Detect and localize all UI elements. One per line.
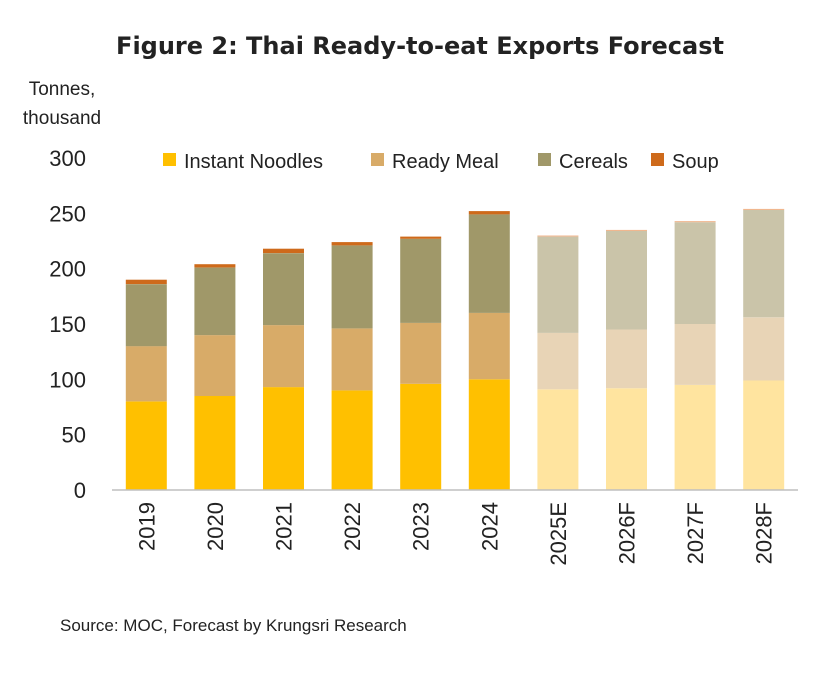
bar-soup-2021 xyxy=(263,248,304,254)
legend-swatch-ready-meal xyxy=(371,153,384,166)
x-tick-label-2025e: 2025E xyxy=(546,502,571,566)
bar-cereals-2023 xyxy=(400,238,442,323)
x-tick-label-2021: 2021 xyxy=(272,502,297,551)
legend-label-soup: Soup xyxy=(672,151,719,173)
legend-swatch-instant-noodles xyxy=(163,153,176,166)
bar-soup-2028f xyxy=(743,208,785,210)
bar-instant-noodles-2023 xyxy=(400,383,442,490)
x-axis-ticks: 2019 2020 2021 2022 2023 2024 2025E 2026F 2027F 2… xyxy=(134,502,776,566)
bar-soup-2025e xyxy=(537,235,579,237)
bar-soup-2023 xyxy=(400,236,442,239)
y-tick-label: 250 xyxy=(49,201,86,226)
legend-label-cereals: Cereals xyxy=(559,151,628,173)
bar-ready-meal-2019 xyxy=(125,346,167,402)
y-tick-label: 150 xyxy=(49,312,86,337)
bar-ready-meal-2026f xyxy=(606,329,647,389)
chart-title: Figure 2: Thai Ready-to-eat Exports Fore… xyxy=(116,32,724,60)
bar-soup-2020 xyxy=(194,264,236,268)
plot-area xyxy=(125,208,785,490)
bar-ready-meal-2022 xyxy=(331,328,373,391)
x-tick-label-2024: 2024 xyxy=(477,502,502,551)
source-note: Source: MOC, Forecast by Krungsri Resear… xyxy=(60,616,407,635)
x-tick-label-2022: 2022 xyxy=(340,502,365,551)
bar-instant-noodles-2028f xyxy=(743,380,785,490)
bar-cereals-2020 xyxy=(194,267,236,336)
y-tick-label: 50 xyxy=(62,423,86,448)
legend-swatch-cereals xyxy=(538,153,551,166)
y-tick-label: 300 xyxy=(49,146,86,171)
bar-instant-noodles-2020 xyxy=(194,395,236,490)
bar-cereals-2021 xyxy=(263,253,304,326)
y-tick-label: 0 xyxy=(74,478,86,503)
x-tick-label-2026f: 2026F xyxy=(615,502,640,564)
y-axis-label-line-2: thousand xyxy=(23,108,101,129)
bar-cereals-2024 xyxy=(468,214,510,313)
bar-instant-noodles-2027f xyxy=(674,384,716,490)
bar-ready-meal-2023 xyxy=(400,322,442,384)
bar-cereals-2022 xyxy=(331,245,373,329)
bar-ready-meal-2028f xyxy=(743,317,785,381)
bar-instant-noodles-2022 xyxy=(331,390,373,490)
bar-cereals-2028f xyxy=(743,210,785,318)
y-tick-label: 200 xyxy=(49,257,86,282)
y-tick-label: 100 xyxy=(49,367,86,392)
y-axis-label-line-1: Tonnes, xyxy=(29,79,96,100)
legend: Instant Noodles Ready Meal Cereals Soup xyxy=(163,151,719,173)
y-axis-ticks: 0 50 100 150 200 250 300 xyxy=(49,146,86,503)
bar-cereals-2026f xyxy=(606,231,647,330)
bar-ready-meal-2025e xyxy=(537,332,579,390)
bar-soup-2019 xyxy=(125,279,167,285)
bar-soup-2022 xyxy=(331,242,373,246)
legend-label-instant-noodles: Instant Noodles xyxy=(184,151,323,173)
bar-instant-noodles-2019 xyxy=(125,401,167,490)
bar-instant-noodles-2024 xyxy=(468,379,510,490)
bar-cereals-2025e xyxy=(537,236,579,333)
bar-cereals-2027f xyxy=(674,222,716,324)
x-tick-label-2028f: 2028F xyxy=(752,502,777,564)
x-tick-label-2023: 2023 xyxy=(409,502,434,551)
bar-ready-meal-2027f xyxy=(674,324,716,385)
bar-cereals-2019 xyxy=(125,284,167,347)
bar-ready-meal-2024 xyxy=(468,312,510,380)
legend-label-ready-meal: Ready Meal xyxy=(392,151,499,173)
bar-instant-noodles-2025e xyxy=(537,389,579,490)
bar-ready-meal-2021 xyxy=(263,325,304,388)
bar-soup-2024 xyxy=(468,211,510,215)
bar-soup-2026f xyxy=(606,229,647,231)
x-tick-label-2027f: 2027F xyxy=(683,502,708,564)
bar-instant-noodles-2026f xyxy=(606,388,647,490)
bar-soup-2027f xyxy=(674,221,716,223)
bar-instant-noodles-2021 xyxy=(263,387,304,490)
x-tick-label-2020: 2020 xyxy=(203,502,228,551)
x-tick-label-2019: 2019 xyxy=(134,502,159,551)
bar-ready-meal-2020 xyxy=(194,335,236,396)
legend-swatch-soup xyxy=(651,153,664,166)
